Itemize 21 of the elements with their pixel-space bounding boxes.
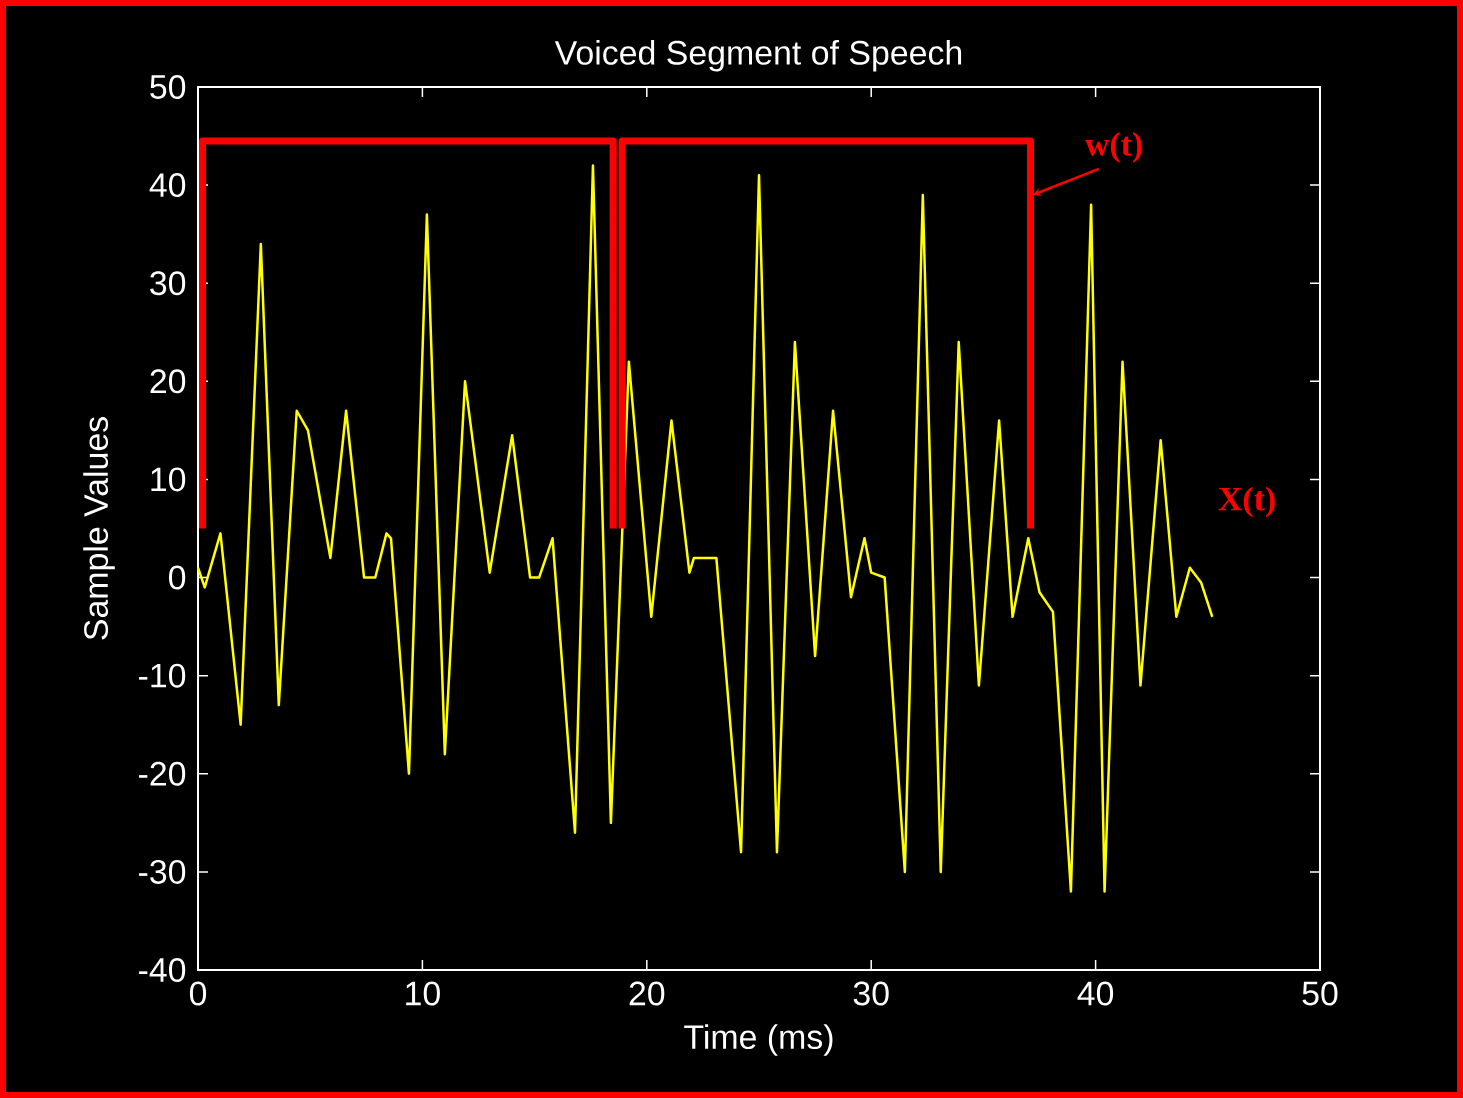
x-tick-label: 30 bbox=[853, 981, 889, 1006]
x-tick-label: 40 bbox=[1077, 981, 1114, 1006]
y-tick-label: 0 bbox=[169, 565, 186, 590]
y-axis-title: Sample Values bbox=[83, 417, 115, 640]
y-tick-label: -10 bbox=[139, 663, 186, 688]
y-tick-label: -30 bbox=[139, 859, 186, 884]
y-tick-label: 50 bbox=[150, 74, 186, 99]
y-tick-label: 40 bbox=[149, 173, 186, 198]
x-axis-title: Time (ms) bbox=[684, 1024, 833, 1056]
x-tick-label: 20 bbox=[629, 981, 665, 1006]
chart-title: Voiced Segment of Speech bbox=[554, 39, 962, 72]
y-tick-label: -20 bbox=[139, 761, 186, 786]
x-tick-label: 50 bbox=[1302, 981, 1338, 1006]
x-tick-label: 0 bbox=[189, 981, 207, 1006]
y-tick-label: 10 bbox=[151, 467, 186, 492]
x-tick-label: 10 bbox=[406, 981, 440, 1006]
annotation: X(t) bbox=[1218, 486, 1275, 518]
y-tick-label: -40 bbox=[139, 958, 186, 982]
y-tick-label: 30 bbox=[150, 271, 186, 296]
annotation: w(t) bbox=[1085, 132, 1142, 163]
y-tick-label: 20 bbox=[150, 369, 186, 394]
